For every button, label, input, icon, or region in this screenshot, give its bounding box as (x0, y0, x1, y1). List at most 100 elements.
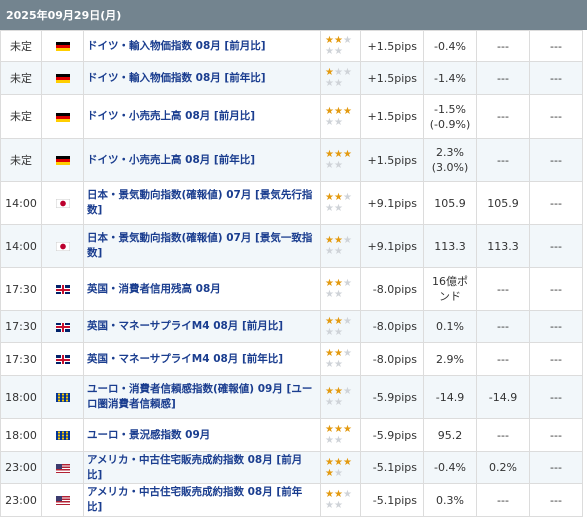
event-name-link[interactable]: アメリカ・中古住宅販売成約指数 08月 [前年比] (83, 483, 321, 517)
event-previous: 2.3% (3.0%) (423, 138, 477, 182)
event-result: --- (529, 418, 583, 452)
event-previous: 113.3 (423, 224, 477, 268)
event-name-link[interactable]: 日本・景気動向指数(確報値) 07月 [景気一致指数] (83, 224, 321, 268)
star-empty-icon: ★ (333, 326, 343, 338)
star-filled-icon: ★ (342, 149, 352, 160)
event-name-link[interactable]: ドイツ・小売売上高 08月 [前年比] (83, 138, 321, 182)
event-pips: -5.1pips (360, 483, 424, 517)
event-name-link[interactable]: 英国・マネーサプライM4 08月 [前年比] (83, 342, 321, 376)
star-empty-icon: ★ (333, 116, 343, 128)
star-filled-icon: ★ (342, 424, 352, 435)
table-row[interactable]: 14:00 日本・景気動向指数(確報値) 07月 [景気先行指数] ★★★ ★★ +9.… (0, 181, 583, 225)
table-row[interactable]: 14:00 日本・景気動向指数(確報値) 07月 [景気一致指数] ★★★ ★★ +9.… (0, 224, 583, 268)
event-name-link[interactable]: ドイツ・輸入物価指数 08月 [前年比] (83, 61, 321, 95)
event-pips: -5.9pips (360, 375, 424, 419)
event-forecast: 0.2% (476, 451, 530, 484)
event-result: --- (529, 375, 583, 419)
event-name-link[interactable]: アメリカ・中古住宅販売成約指数 08月 [前月比] (83, 451, 321, 484)
star-empty-icon: ★ (342, 67, 352, 78)
star-filled-icon: ★ (342, 105, 352, 117)
star-filled-icon: ★ (325, 105, 334, 117)
star-empty-icon: ★ (325, 435, 334, 446)
event-forecast: --- (476, 30, 530, 62)
event-pips: +9.1pips (360, 224, 424, 268)
table-row[interactable]: 未定 ドイツ・小売売上高 08月 [前月比] ★★★ ★★ +1.5pips -1.5% … (0, 94, 583, 139)
event-forecast: 113.3 (476, 224, 530, 268)
importance-stars: ★★★ ★★ (320, 418, 361, 452)
event-pips: -5.9pips (360, 418, 424, 452)
event-name-link[interactable]: 日本・景気動向指数(確報値) 07月 [景気先行指数] (83, 181, 321, 225)
event-name-link[interactable]: ドイツ・小売売上高 08月 [前月比] (83, 94, 321, 139)
star-filled-icon: ★ (325, 315, 334, 327)
table-row[interactable]: 18:00 ユーロ・景況感指数 09月 ★★★ ★★ -5.9pips 95.2 --- --… (0, 418, 583, 452)
event-previous: 0.3% (423, 483, 477, 517)
event-pips: +9.1pips (360, 181, 424, 225)
star-filled-icon: ★ (325, 35, 334, 46)
star-filled-icon: ★ (325, 489, 334, 500)
uk-flag-icon (55, 355, 70, 364)
table-row[interactable]: 未定 ドイツ・輸入物価指数 08月 [前月比] ★★★ ★★ +1.5pips -0.4%… (0, 30, 583, 62)
event-result: --- (529, 267, 583, 311)
event-previous: -1.5% (-0.9%) (423, 94, 477, 139)
star-empty-icon: ★ (325, 203, 334, 214)
star-empty-icon: ★ (333, 435, 343, 446)
event-country (41, 267, 84, 311)
event-result: --- (529, 61, 583, 95)
table-row[interactable]: 17:30 英国・マネーサプライM4 08月 [前月比] ★★★ ★★ -8.0pips… (0, 310, 583, 343)
event-forecast: --- (476, 342, 530, 376)
event-name-link[interactable]: ユーロ・景況感指数 09月 (83, 418, 321, 452)
star-filled-icon: ★ (333, 235, 343, 246)
importance-stars: ★★★ ★★ (320, 224, 361, 268)
eu-flag-icon (55, 431, 70, 440)
table-row[interactable]: 17:30 英国・消費者信用残高 08月 ★★★ ★★ -8.0pips 16億ポンド --… (0, 267, 583, 311)
event-pips: -5.1pips (360, 451, 424, 484)
star-filled-icon: ★ (333, 278, 343, 289)
germany-flag-icon (55, 112, 70, 122)
importance-stars: ★★★ ★★ (320, 375, 361, 419)
star-empty-icon: ★ (333, 160, 343, 171)
event-name-link[interactable]: ユーロ・消費者信頼感指数(確報値) 09月 [ユーロ圏消費者信頼感] (83, 375, 321, 419)
star-filled-icon: ★ (333, 192, 343, 203)
star-filled-icon: ★ (333, 149, 343, 160)
table-row[interactable]: 23:00 アメリカ・中古住宅販売成約指数 08月 [前月比] ★★★ ★★ -5.1p… (0, 451, 583, 484)
star-empty-icon: ★ (325, 500, 334, 511)
star-filled-icon: ★ (333, 315, 343, 327)
usa-flag-icon (55, 463, 70, 473)
event-forecast: -14.9 (476, 375, 530, 419)
table-row[interactable]: 23:00 アメリカ・中古住宅販売成約指数 08月 [前年比] ★★★ ★★ -5.1p… (0, 483, 583, 517)
star-filled-icon: ★ (333, 348, 343, 359)
event-previous: 0.1% (423, 310, 477, 343)
event-result: --- (529, 94, 583, 139)
event-previous: -14.9 (423, 375, 477, 419)
germany-flag-icon (55, 42, 70, 51)
usa-flag-icon (55, 496, 70, 505)
date-header: 2025年09月29日(月) (0, 0, 587, 30)
star-empty-icon: ★ (333, 246, 343, 257)
table-row[interactable]: 17:30 英国・マネーサプライM4 08月 [前年比] ★★★ ★★ -8.0pips… (0, 342, 583, 376)
star-filled-icon: ★ (325, 278, 334, 289)
star-filled-icon: ★ (333, 386, 343, 397)
star-empty-icon: ★ (342, 386, 352, 397)
star-empty-icon: ★ (333, 289, 343, 300)
event-time: 17:30 (0, 267, 42, 311)
table-row[interactable]: 未定 ドイツ・小売売上高 08月 [前年比] ★★★ ★★ +1.5pips 2.3% (… (0, 138, 583, 182)
event-forecast: --- (476, 483, 530, 517)
table-row[interactable]: 18:00 ユーロ・消費者信頼感指数(確報値) 09月 [ユーロ圏消費者信頼感] ★… (0, 375, 583, 419)
star-empty-icon: ★ (333, 203, 343, 214)
event-name-link[interactable]: 英国・消費者信用残高 08月 (83, 267, 321, 311)
event-pips: -8.0pips (360, 310, 424, 343)
event-result: --- (529, 138, 583, 182)
star-empty-icon: ★ (333, 500, 343, 511)
event-time: 未定 (0, 61, 42, 95)
star-empty-icon: ★ (333, 359, 343, 370)
event-name-link[interactable]: ドイツ・輸入物価指数 08月 [前月比] (83, 30, 321, 62)
event-previous: 2.9% (423, 342, 477, 376)
event-forecast: --- (476, 418, 530, 452)
event-country (41, 61, 84, 95)
event-previous: 16億ポンド (423, 267, 477, 311)
table-row[interactable]: 未定 ドイツ・輸入物価指数 08月 [前年比] ★★★ ★★ +1.5pips -1.4%… (0, 61, 583, 95)
star-empty-icon: ★ (325, 326, 334, 338)
event-name-link[interactable]: 英国・マネーサプライM4 08月 [前月比] (83, 310, 321, 343)
event-previous: 95.2 (423, 418, 477, 452)
star-filled-icon: ★ (325, 456, 334, 468)
